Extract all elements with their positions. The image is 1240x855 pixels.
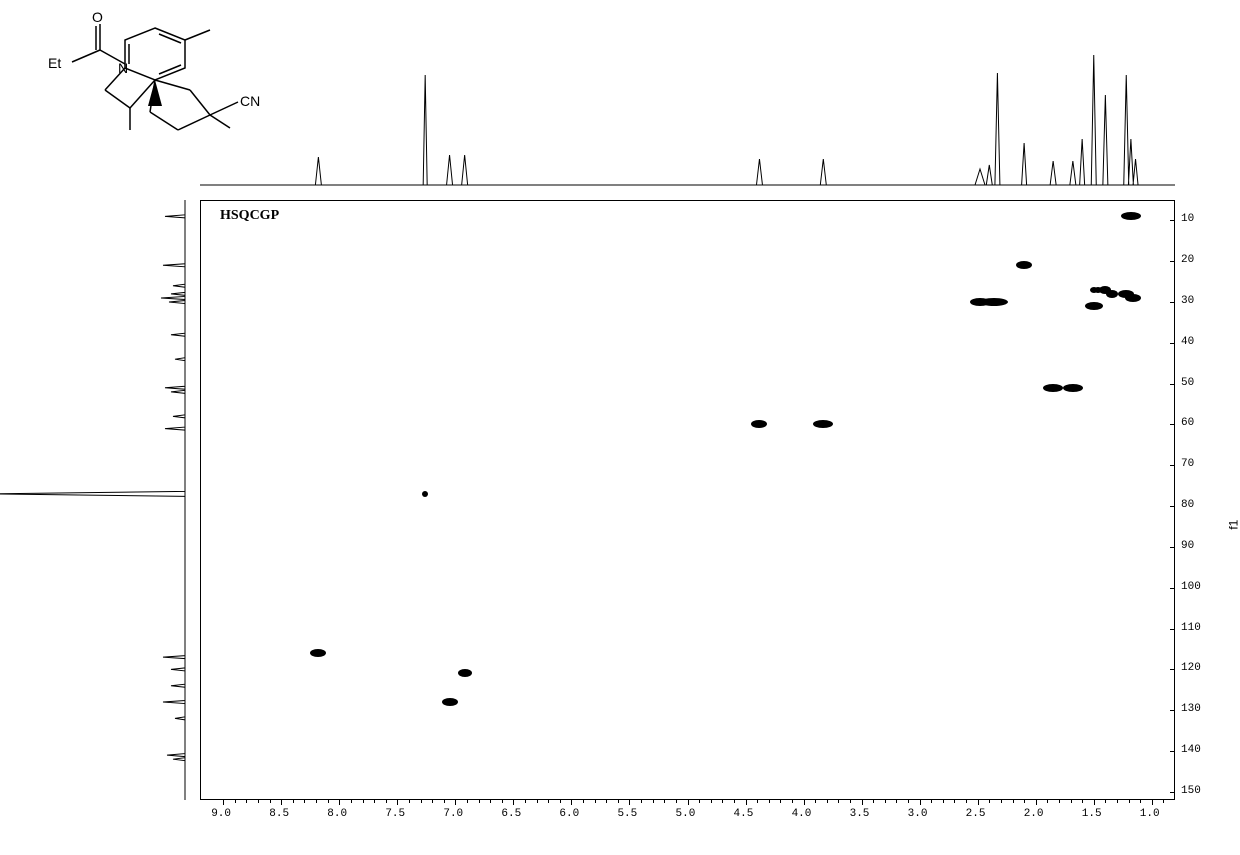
x-tick-label: 7.5 — [385, 808, 405, 820]
y-tick-label: 30 — [1181, 295, 1194, 307]
x-tick-label: 5.5 — [617, 808, 637, 820]
x-tick-label: 8.0 — [327, 808, 347, 820]
y-tick-label: 20 — [1181, 254, 1194, 266]
y-tick-label: 150 — [1181, 785, 1201, 797]
y-tick-label: 130 — [1181, 703, 1201, 715]
hsqc-2d-plot — [200, 200, 1175, 800]
x-tick-label: 3.0 — [908, 808, 928, 820]
y-tick-label: 70 — [1181, 458, 1194, 470]
cross-peak — [1085, 302, 1103, 310]
y-tick-label: 90 — [1181, 540, 1194, 552]
x-tick-label: 2.0 — [1024, 808, 1044, 820]
x-tick-label: 6.0 — [559, 808, 579, 820]
x-tick-label: 9.0 — [211, 808, 231, 820]
y-axis-title: f1 (ppm) — [1227, 498, 1240, 529]
x-tick-label: 1.5 — [1082, 808, 1102, 820]
y-tick-label: 100 — [1181, 581, 1201, 593]
y-tick-label: 60 — [1181, 417, 1194, 429]
x-tick-label: 3.5 — [850, 808, 870, 820]
x-tick-label: 1.0 — [1140, 808, 1160, 820]
cross-peak — [980, 298, 1008, 306]
x-tick-label: 4.0 — [792, 808, 812, 820]
y-tick-label: 80 — [1181, 499, 1194, 511]
x-tick-label: 5.0 — [676, 808, 696, 820]
y-tick-label: 50 — [1181, 377, 1194, 389]
experiment-label: HSQCGP — [220, 208, 279, 224]
x-tick-label: 6.5 — [501, 808, 521, 820]
y-tick-label: 120 — [1181, 662, 1201, 674]
y-tick-label: 140 — [1181, 744, 1201, 756]
x-tick-label: 7.0 — [443, 808, 463, 820]
cross-peak — [1090, 287, 1098, 293]
y-tick-label: 40 — [1181, 336, 1194, 348]
cross-peak — [1125, 294, 1141, 302]
y-tick-label: 10 — [1181, 213, 1194, 225]
cross-peak — [1063, 384, 1083, 392]
c13-spectrum-trace — [0, 0, 200, 855]
cross-peak — [442, 698, 458, 706]
x-tick-label: 2.5 — [966, 808, 986, 820]
x-tick-label: 8.5 — [269, 808, 289, 820]
cross-peak — [1043, 384, 1063, 392]
y-tick-label: 110 — [1181, 622, 1201, 634]
x-tick-label: 4.5 — [734, 808, 754, 820]
